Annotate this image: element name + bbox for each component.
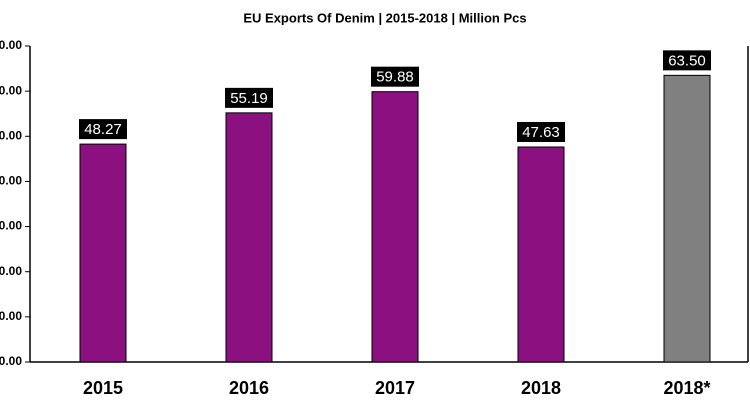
value-label-bg xyxy=(371,66,419,87)
value-label-bg xyxy=(225,87,273,108)
value-label: 48.27 xyxy=(84,121,122,138)
y-tick-label: 10.00 xyxy=(0,309,22,323)
value-label-bg xyxy=(79,119,127,140)
value-label: 63.50 xyxy=(668,52,706,69)
value-label-bg xyxy=(663,50,711,71)
value-label-bg xyxy=(517,121,565,142)
value-label: 47.63 xyxy=(522,124,560,141)
bar xyxy=(663,74,711,363)
value-label: 55.19 xyxy=(230,90,268,107)
y-tick-label: 0.00 xyxy=(0,354,22,368)
bar xyxy=(225,112,273,363)
bar xyxy=(79,143,127,363)
x-tick-label: 2018* xyxy=(663,378,710,398)
x-tick-label: 2017 xyxy=(375,378,415,398)
x-tick-label: 2015 xyxy=(83,378,123,398)
y-tick-label: 60.00 xyxy=(0,83,22,97)
y-tick-label: 20.00 xyxy=(0,264,22,278)
value-label: 59.88 xyxy=(376,69,414,86)
chart-title: EU Exports Of Denim | 2015-2018 | Millio… xyxy=(243,10,526,25)
y-tick-label: 50.00 xyxy=(0,128,22,142)
y-tick-label: 70.00 xyxy=(0,38,22,52)
bar xyxy=(517,146,565,363)
bar xyxy=(371,91,419,363)
y-tick-label: 30.00 xyxy=(0,219,22,233)
x-tick-label: 2018 xyxy=(521,378,561,398)
x-tick-label: 2016 xyxy=(229,378,269,398)
y-tick-label: 40.00 xyxy=(0,174,22,188)
